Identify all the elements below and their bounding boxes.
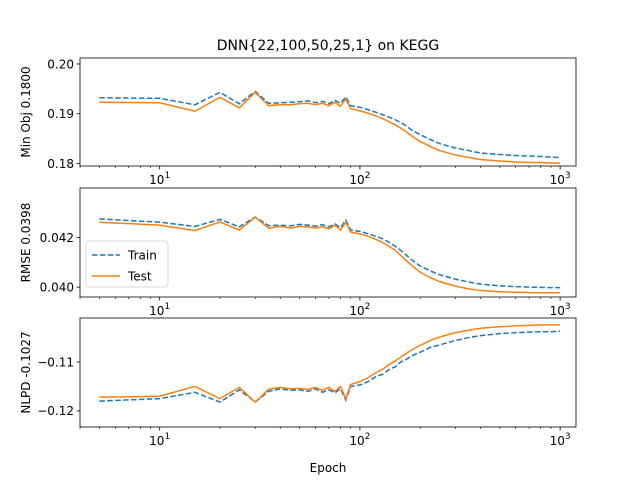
series-line-train <box>99 330 561 404</box>
legend-label-train: Train <box>127 248 157 262</box>
series-line-test <box>99 91 561 164</box>
y-tick-label: 0.19 <box>47 107 74 121</box>
x-tick-label: 103 <box>550 302 571 318</box>
axes-frame <box>79 187 577 298</box>
y-tick-label: −0.11 <box>37 355 74 369</box>
series-line-train <box>99 216 561 289</box>
y-tick-label: 0.040 <box>40 280 74 294</box>
series-line-test <box>99 324 561 404</box>
x-tick-label: 102 <box>349 432 370 448</box>
x-tick-label: 101 <box>149 302 170 318</box>
subplot-1: 101 102 103 0.18 0.19 0.20 Min Obj 0.1800 <box>19 57 577 187</box>
y-tick-label: 0.042 <box>40 231 74 245</box>
subplot-2: 101 102 103 0.040 0.042 RMSE 0.0398 Train Test <box>19 187 577 318</box>
y-axis-label: NLPD -0.1027 <box>19 331 33 413</box>
axes-frame <box>79 57 577 167</box>
x-axis-label: Epoch <box>310 461 347 475</box>
legend-label-test: Test <box>127 269 152 283</box>
y-tick-label: 0.18 <box>47 157 74 171</box>
x-tick-label: 101 <box>149 432 170 448</box>
y-axis-label: Min Obj 0.1800 <box>19 66 33 157</box>
axes-frame <box>79 317 577 428</box>
figure-title: DNN{22,100,50,25,1} on KEGG <box>217 38 439 54</box>
x-tick-label: 103 <box>550 171 571 187</box>
subplot-3: 101 102 103 −0.12 −0.11 NLPD -0.1027 <box>19 317 577 448</box>
y-tick-label: 0.20 <box>47 57 74 71</box>
x-tick-label: 102 <box>349 302 370 318</box>
y-tick-label: −0.12 <box>37 404 74 418</box>
series-line-test <box>99 216 561 294</box>
x-tick-label: 103 <box>550 432 571 448</box>
y-axis-label: RMSE 0.0398 <box>19 203 33 283</box>
x-tick-label: 102 <box>349 171 370 187</box>
legend: Train Test <box>85 240 169 288</box>
x-tick-label: 101 <box>149 171 170 187</box>
series-line-train <box>99 90 561 159</box>
